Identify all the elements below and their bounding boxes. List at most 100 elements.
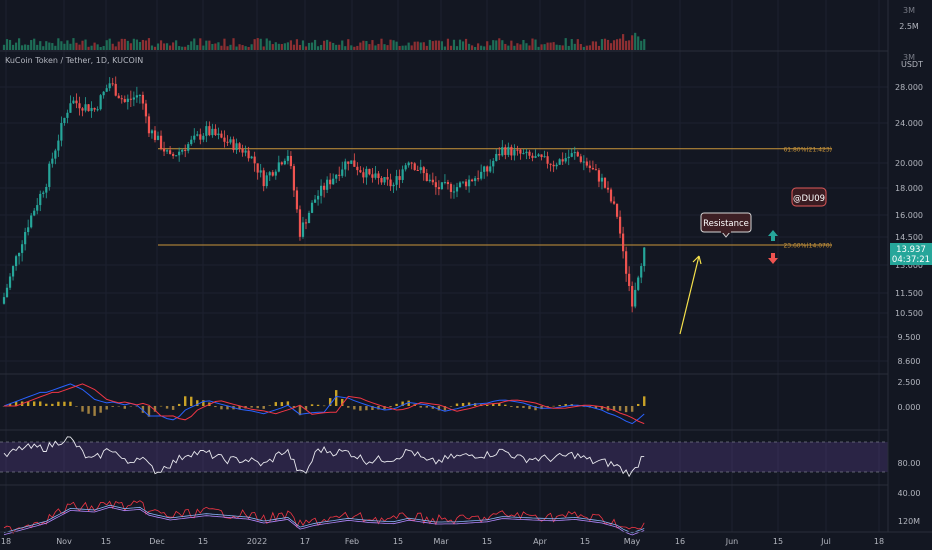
- candle-body: [474, 178, 477, 182]
- macd-histogram-bar: [256, 406, 259, 409]
- macd-histogram-bar: [26, 401, 30, 406]
- volume-bar: [271, 44, 274, 50]
- price-axis[interactable]: [888, 0, 932, 532]
- volume-bar: [404, 45, 407, 50]
- candle-body: [175, 155, 178, 157]
- candle-body: [570, 153, 573, 157]
- candle-body: [138, 94, 141, 96]
- volume-bar: [39, 41, 42, 50]
- candle-body: [96, 109, 99, 111]
- macd-histogram-bar: [431, 406, 435, 409]
- candle-body: [540, 154, 543, 158]
- time-tick-label: Nov: [56, 537, 72, 546]
- candle-body: [259, 170, 262, 173]
- macd-histogram-bar: [534, 406, 537, 411]
- candle-body: [87, 104, 90, 112]
- candle-body: [622, 233, 625, 252]
- candle-body: [238, 143, 241, 149]
- volume-bar: [534, 39, 537, 50]
- candle-body: [295, 190, 299, 210]
- candle-body: [316, 195, 320, 200]
- volume-tick-label: 2.5M: [899, 22, 919, 31]
- candle-body: [60, 122, 63, 141]
- macd-histogram-bar: [371, 406, 374, 410]
- volume-bar: [371, 40, 374, 50]
- volume-bar: [519, 44, 522, 50]
- candle-body: [105, 88, 108, 92]
- volume-bar: [597, 45, 601, 50]
- candle-body: [93, 107, 96, 110]
- candle-body: [365, 168, 368, 178]
- macd-histogram-bar: [8, 403, 12, 406]
- macd-histogram-bar: [322, 405, 326, 407]
- time-axis[interactable]: 18 Nov 15 Dec 15 2022 17 Feb 15 Mar 15 Apr 15 May 16 Ju…: [1, 537, 884, 546]
- macd-histogram-bar: [461, 403, 465, 406]
- candle-body: [141, 94, 145, 104]
- macd-histogram-bar: [637, 403, 640, 406]
- candle-body: [380, 178, 383, 183]
- volume-bar: [582, 46, 585, 50]
- volume-bar: [262, 46, 265, 50]
- candle-body: [11, 266, 15, 277]
- candle-body: [21, 244, 24, 253]
- volume-bar: [93, 42, 96, 50]
- volume-bar: [422, 42, 425, 50]
- volume-bar: [199, 38, 202, 50]
- volume-bar: [628, 40, 631, 50]
- volume-bar: [606, 39, 610, 50]
- volume-bar: [21, 45, 24, 50]
- volume-bar: [253, 39, 256, 50]
- author-badge[interactable]: @DU09: [791, 187, 827, 207]
- candle-body: [320, 185, 323, 196]
- volume-bar: [359, 42, 362, 50]
- volume-bar: [504, 43, 507, 50]
- candle-body: [615, 203, 619, 217]
- candle-body: [2, 297, 6, 304]
- volume-bar: [108, 38, 111, 50]
- time-tick-label: 16: [675, 537, 685, 546]
- candle-body: [265, 175, 268, 187]
- volume-bar: [159, 40, 163, 50]
- volume-bar: [501, 40, 504, 50]
- volume-bar: [256, 38, 259, 50]
- candle-body: [292, 166, 296, 191]
- candle-body: [597, 170, 601, 182]
- time-tick-label: Mar: [433, 537, 449, 546]
- macd-histogram-bar: [238, 406, 241, 410]
- macd-histogram-bar: [359, 406, 362, 411]
- macd-histogram-bar: [552, 405, 555, 407]
- volume-bar: [217, 42, 220, 50]
- volume-bar: [335, 44, 338, 50]
- candle-body: [99, 95, 102, 110]
- macd-histogram-bar: [105, 406, 108, 410]
- resistance-callout[interactable]: Resistance: [700, 212, 752, 238]
- macd-signal-line: [4, 383, 645, 425]
- candle-body: [471, 179, 474, 182]
- volume-bar: [14, 42, 18, 50]
- macd-histogram-bar: [93, 406, 96, 416]
- candle-body: [555, 164, 558, 167]
- chart-title: KuCoin Token / Tether, 1D, KUCOIN: [5, 56, 143, 65]
- candle-body: [350, 160, 353, 164]
- volume-bar: [477, 43, 480, 50]
- candle-body: [504, 147, 507, 155]
- candle-body: [78, 103, 81, 109]
- candle-body: [262, 170, 265, 187]
- time-tick-label: 15: [198, 537, 208, 546]
- volume-bar: [383, 44, 386, 50]
- candle-body: [310, 202, 314, 213]
- candle-body: [582, 161, 585, 163]
- volume-bar: [637, 36, 640, 50]
- time-tick-label: 17: [300, 537, 310, 546]
- candle-body: [634, 289, 637, 307]
- candle-body: [66, 112, 69, 118]
- volume-tick-label: 3M: [903, 6, 915, 15]
- macd-histogram-bar: [486, 404, 489, 406]
- candle-body: [51, 158, 54, 164]
- candle-body: [452, 191, 456, 193]
- candle-body: [519, 149, 522, 154]
- macd-histogram-bar: [117, 406, 120, 407]
- macd-histogram-bar: [292, 406, 296, 408]
- volume-bar: [407, 42, 410, 50]
